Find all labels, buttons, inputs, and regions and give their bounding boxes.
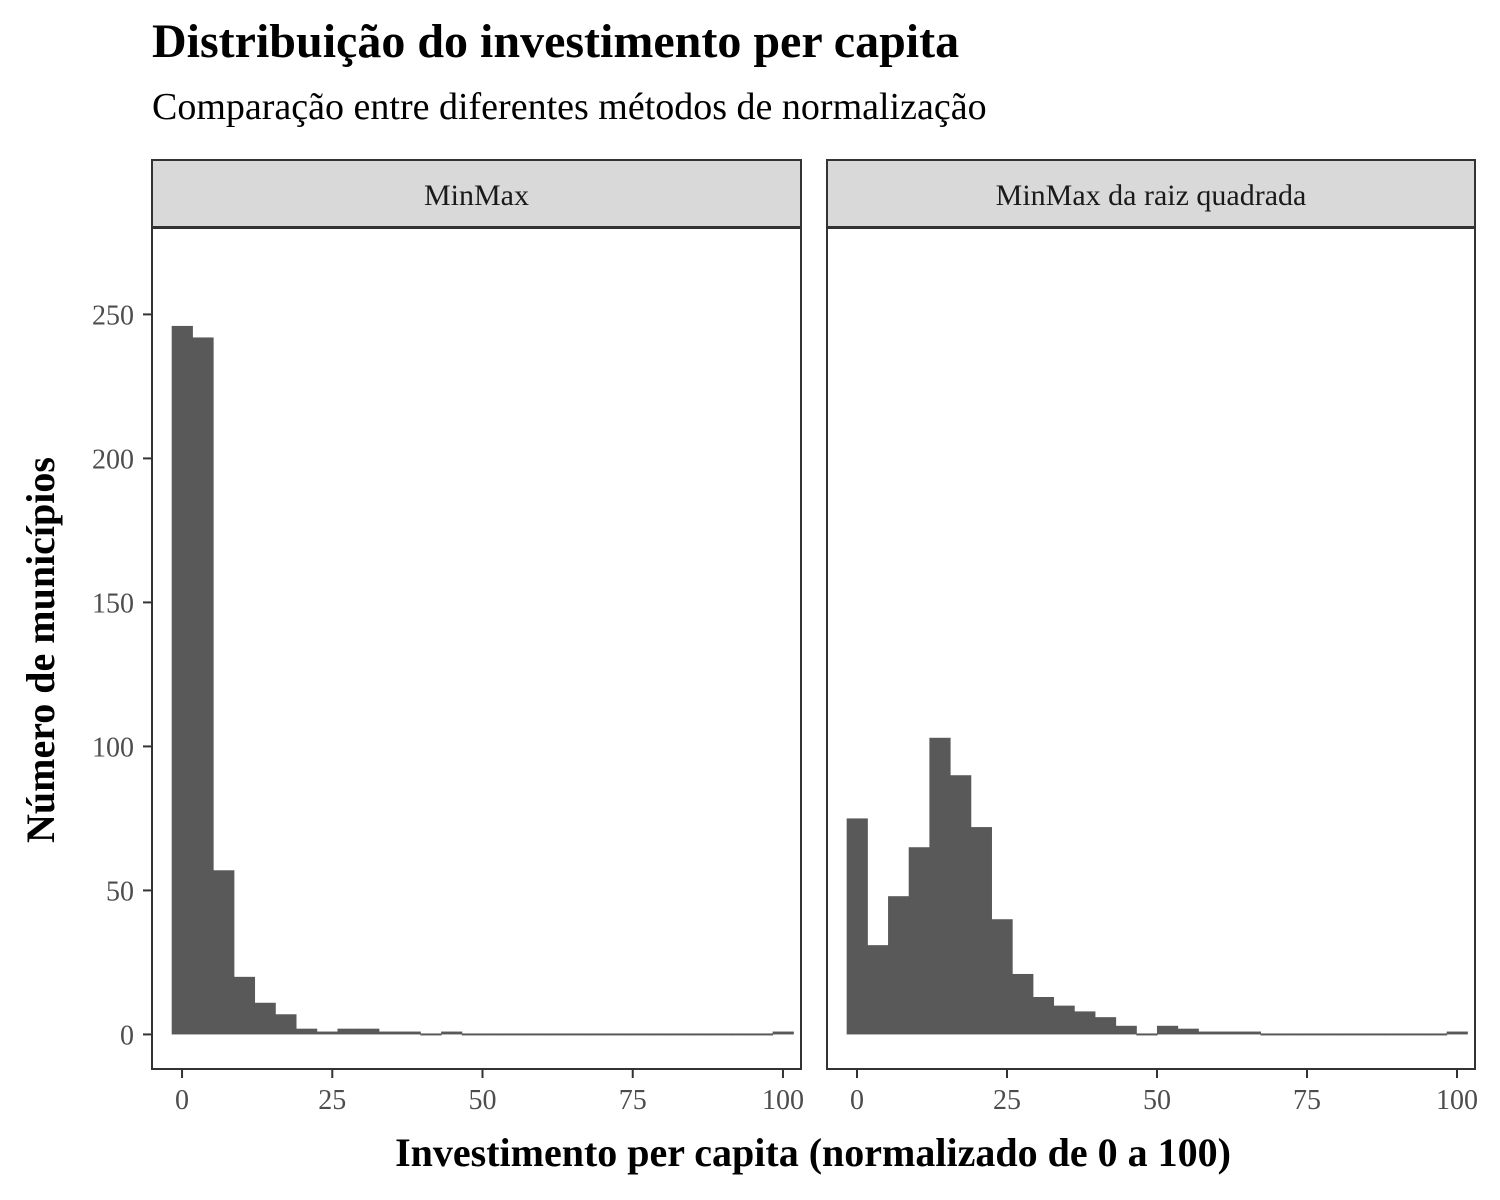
histogram-bar <box>1343 1033 1365 1036</box>
histogram-bar <box>710 1033 732 1036</box>
histogram-bar <box>970 827 992 1035</box>
facet-strip-label: MinMax <box>424 179 529 212</box>
histogram-bar <box>420 1033 442 1036</box>
x-tick-label: 0 <box>175 1085 189 1116</box>
histogram-bar <box>1032 996 1055 1035</box>
histogram-bar <box>627 1033 649 1036</box>
histogram-bar <box>908 847 930 1035</box>
facet-panels: MinMax 0 25 50 75 100 MinMax da raiz quadrada 0… <box>151 159 1478 1116</box>
histogram-bar <box>1322 1033 1344 1036</box>
histogram-bar <box>461 1033 484 1036</box>
histogram-bar <box>1384 1033 1406 1036</box>
histogram-bar <box>950 775 972 1035</box>
panel-background <box>152 228 801 1069</box>
histogram-bar <box>1281 1033 1303 1036</box>
histogram-bar <box>1219 1031 1241 1035</box>
histogram-bar <box>1115 1025 1137 1035</box>
histogram-bar <box>1446 1031 1468 1035</box>
x-tick-label: 75 <box>619 1085 647 1116</box>
histogram-bar <box>648 1033 670 1036</box>
y-tick-label: 0 <box>120 1020 134 1051</box>
histogram-bar <box>565 1033 587 1036</box>
histogram-bar <box>867 945 889 1035</box>
histogram-bar <box>1260 1033 1282 1036</box>
histogram-bar <box>888 896 910 1035</box>
y-tick-label: 200 <box>92 444 134 475</box>
histogram-bar <box>1425 1033 1448 1036</box>
x-tick-label: 75 <box>1293 1085 1321 1116</box>
histogram-bar <box>1177 1028 1199 1035</box>
panel-border <box>826 227 1476 1070</box>
x-tick-label: 100 <box>1436 1085 1478 1116</box>
x-tick-label: 0 <box>850 1085 864 1116</box>
histogram-bar <box>275 1014 297 1035</box>
facet-panel: MinMax 0 25 50 75 100 <box>151 159 804 1116</box>
histogram-bar <box>523 1033 546 1036</box>
histogram-bar <box>1198 1031 1220 1035</box>
histogram-bar <box>1363 1033 1386 1036</box>
chart-subtitle: Comparação entre diferentes métodos de n… <box>152 86 987 128</box>
facet-panel: MinMax da raiz quadrada 0 25 50 75 100 <box>826 159 1478 1116</box>
histogram-bar <box>991 919 1013 1035</box>
histogram-bar <box>689 1033 711 1036</box>
histogram-bar <box>213 870 235 1035</box>
histogram-bar <box>751 1033 774 1036</box>
y-tick-label: 100 <box>92 732 134 763</box>
histogram-bar <box>441 1031 463 1035</box>
histogram-bar <box>1053 1005 1075 1035</box>
histogram-bar <box>233 976 256 1035</box>
x-tick-label: 50 <box>1143 1085 1171 1116</box>
y-axis-title: Número de municípios <box>18 457 63 843</box>
y-tick-label: 250 <box>92 300 134 331</box>
histogram-bar <box>1074 1011 1096 1035</box>
histogram-bar <box>296 1028 318 1035</box>
histogram-bar <box>171 325 193 1035</box>
x-tick-label: 25 <box>318 1085 346 1116</box>
histogram-bar <box>1094 1017 1117 1035</box>
histogram-bar <box>1156 1025 1179 1035</box>
histogram-bar <box>544 1033 566 1036</box>
y-tick-label: 150 <box>92 588 134 619</box>
facet-strip-label: MinMax da raiz quadrada <box>996 179 1307 212</box>
histogram-bar <box>316 1031 338 1035</box>
panel-border <box>151 227 802 1070</box>
histogram-bar <box>1136 1033 1158 1036</box>
histogram-bar <box>846 818 868 1035</box>
histogram-bar <box>337 1028 359 1035</box>
histogram-bar <box>399 1031 421 1035</box>
histogram-bar <box>606 1033 629 1036</box>
histogram-bar <box>669 1033 691 1036</box>
histogram-bar <box>358 1028 380 1035</box>
x-tick-label: 50 <box>469 1085 497 1116</box>
histogram-bar <box>378 1031 401 1035</box>
facet-strip <box>826 159 1476 228</box>
histogram-bar <box>1239 1031 1261 1035</box>
histogram-bar <box>731 1033 753 1036</box>
x-axis-title: Investimento per capita (normalizado de … <box>395 1130 1231 1175</box>
chart-title: Distribuição do investimento per capita <box>152 15 960 68</box>
histogram-bar <box>586 1033 608 1036</box>
y-tick-label: 50 <box>106 876 134 907</box>
histogram-bar <box>929 737 951 1035</box>
histogram-bar <box>1301 1033 1324 1036</box>
x-tick-label: 25 <box>993 1085 1021 1116</box>
x-tick-label: 100 <box>762 1085 804 1116</box>
y-axis: 0 50 100 150 200 250 <box>92 300 152 1051</box>
histogram-bar <box>772 1031 794 1035</box>
histogram-bar <box>254 1002 276 1035</box>
histogram-bar <box>503 1033 525 1036</box>
histogram-bar <box>1012 973 1034 1035</box>
histogram-bar <box>192 337 214 1035</box>
histogram-bar <box>1405 1033 1427 1036</box>
histogram-bar <box>482 1033 504 1036</box>
